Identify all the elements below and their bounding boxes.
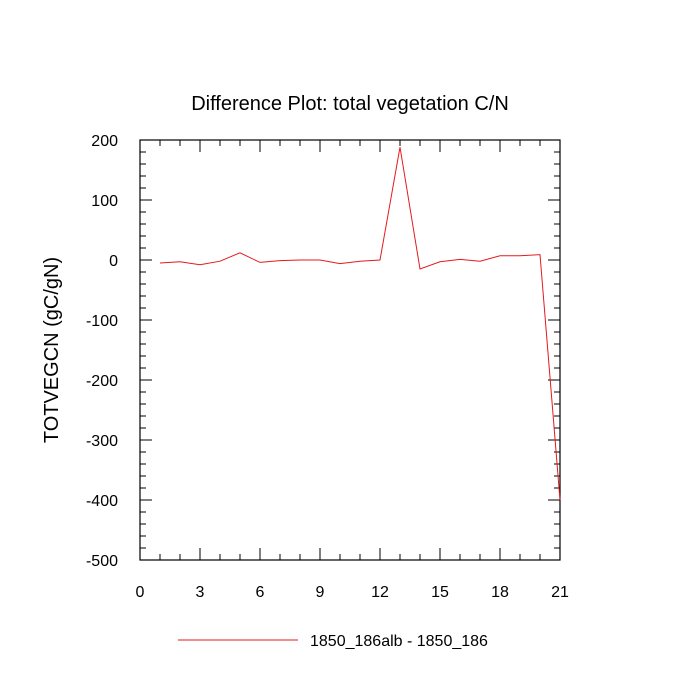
x-tick-label: 12 xyxy=(371,584,389,601)
series-line xyxy=(159,147,561,501)
x-tick-label: 3 xyxy=(196,584,205,601)
axis-ticks xyxy=(139,139,561,561)
legend: 1850_186alb - 1850_186 xyxy=(178,633,488,650)
x-tick-label: 21 xyxy=(551,584,569,601)
y-tick-label: -400 xyxy=(86,493,118,510)
series-layer xyxy=(159,147,561,501)
x-tick-label: 18 xyxy=(491,584,509,601)
y-tick-label: -200 xyxy=(86,373,118,390)
x-tick-label: 15 xyxy=(431,584,449,601)
y-tick-label: -100 xyxy=(86,313,118,330)
plot-frame xyxy=(139,139,561,561)
x-tick-label: 0 xyxy=(136,584,145,601)
legend-label: 1850_186alb - 1850_186 xyxy=(310,633,488,650)
y-tick-label: -500 xyxy=(86,553,118,570)
y-tick-label: 100 xyxy=(91,193,118,210)
axis-tick-labels: 0 3 6 9 12 15 18 21 -500 -400 -300 -200 -100 0 100 200 xyxy=(86,133,569,601)
y-tick-label: -300 xyxy=(86,433,118,450)
y-axis-label: TOTVEGCN (gC/gN) xyxy=(41,257,63,443)
y-tick-label: 200 xyxy=(91,133,118,150)
x-tick-label: 9 xyxy=(316,584,325,601)
chart-title: Difference Plot: total vegetation C/N xyxy=(191,93,509,115)
x-tick-label: 6 xyxy=(256,584,265,601)
y-tick-label: 0 xyxy=(109,253,118,270)
